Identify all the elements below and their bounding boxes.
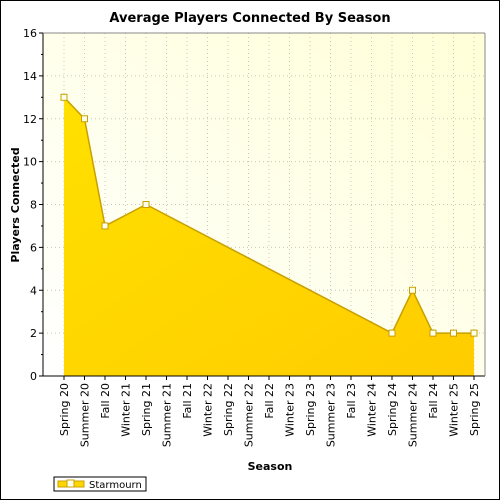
data-point	[81, 115, 88, 123]
data-point	[388, 329, 396, 337]
y-tick-label: 8	[30, 199, 37, 212]
x-tick-label: Summer 20	[79, 383, 92, 447]
chart-title: Average Players Connected By Season	[109, 11, 390, 26]
data-point	[60, 93, 68, 101]
y-tick-labels: 0 2 4 6 8 10 12 14 16	[23, 27, 37, 383]
x-tick-label: Winter 21	[120, 383, 133, 437]
x-tick-label: Winter 23	[284, 383, 297, 437]
area-fill-starmourn	[64, 97, 474, 376]
x-axis-title: Season	[248, 460, 293, 473]
y-tick-label: 6	[30, 241, 37, 254]
x-tick-label: Spring 23	[304, 383, 317, 436]
data-point	[470, 329, 478, 337]
x-tick-label: Winter 25	[448, 383, 461, 437]
y-tick-label: 2	[30, 327, 37, 340]
x-tick-label: Spring 21	[140, 383, 153, 436]
x-tick-label: Summer 24	[407, 383, 420, 447]
legend-swatch-marker	[66, 479, 75, 488]
data-point	[409, 286, 416, 294]
axes	[39, 32, 486, 380]
legend: Starmourn	[53, 476, 147, 492]
data-point	[142, 201, 150, 208]
x-tick-label: Summer 23	[325, 383, 338, 447]
data-point	[429, 329, 437, 337]
data-markers	[60, 93, 478, 337]
y-tick-label: 16	[23, 27, 37, 40]
y-tick-label: 4	[30, 284, 37, 297]
y-axis-title: Players Connected	[9, 147, 22, 262]
x-tick-label: Spring 25	[468, 383, 481, 436]
y-tick-label: 0	[30, 370, 37, 383]
data-point	[101, 222, 109, 230]
x-tick-label: Fall 22	[263, 383, 276, 419]
y-tick-label: 12	[23, 113, 37, 126]
x-tick-label: Spring 22	[222, 383, 235, 436]
y-tick-label: 10	[23, 156, 37, 169]
y-tick-label: 14	[23, 70, 37, 83]
x-tick-label: Fall 21	[181, 383, 194, 419]
x-tick-label: Spring 20	[58, 383, 71, 436]
x-tick-label: Summer 22	[243, 383, 256, 447]
x-tick-label: Fall 23	[345, 383, 358, 419]
legend-label-starmourn: Starmourn	[89, 480, 142, 491]
x-tick-label: Fall 20	[99, 383, 112, 419]
x-tick-label: Summer 21	[161, 383, 174, 447]
x-tick-label: Winter 22	[202, 383, 215, 437]
data-point	[450, 329, 457, 337]
legend-swatch	[57, 479, 85, 488]
x-tick-label: Winter 24	[366, 383, 379, 437]
x-tick-label: Fall 24	[427, 383, 440, 419]
x-tick-label: Spring 24	[386, 383, 399, 436]
x-tick-labels: Spring 20 Summer 20 Fall 20 Winter 21 Spring…	[58, 383, 481, 447]
